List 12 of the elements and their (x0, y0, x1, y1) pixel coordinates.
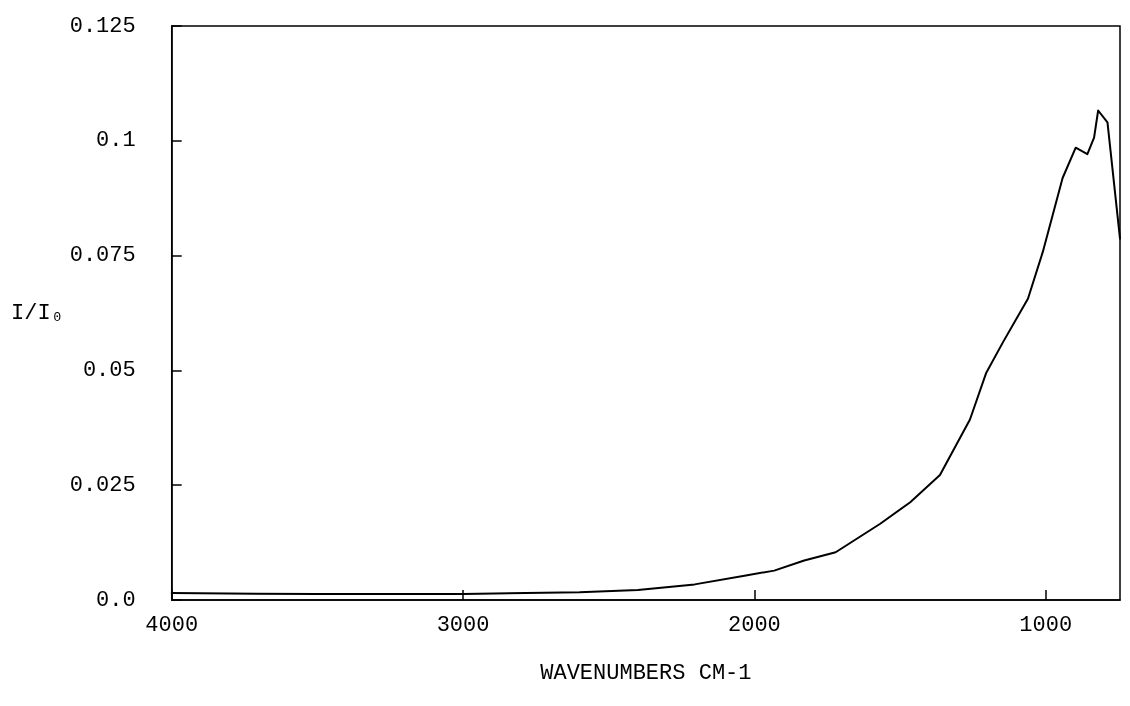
x-tick-label: 4000 (145, 612, 199, 638)
y-tick-label: 0.0 (96, 587, 136, 613)
y-tick-label: 0.125 (69, 13, 136, 39)
y-tick-label: 0.025 (69, 472, 136, 498)
y-axis-title: I/I₀ (11, 300, 64, 326)
y-tick-label: 0.1 (96, 128, 136, 154)
x-tick-label: 2000 (727, 612, 781, 638)
y-tick-label: 0.075 (69, 243, 136, 269)
x-tick-label: 3000 (436, 612, 490, 638)
y-tick-label: 0.05 (82, 357, 136, 383)
x-tick-label: 1000 (1019, 612, 1073, 638)
x-axis-title: WAVENUMBERS CM-1 (540, 660, 752, 686)
